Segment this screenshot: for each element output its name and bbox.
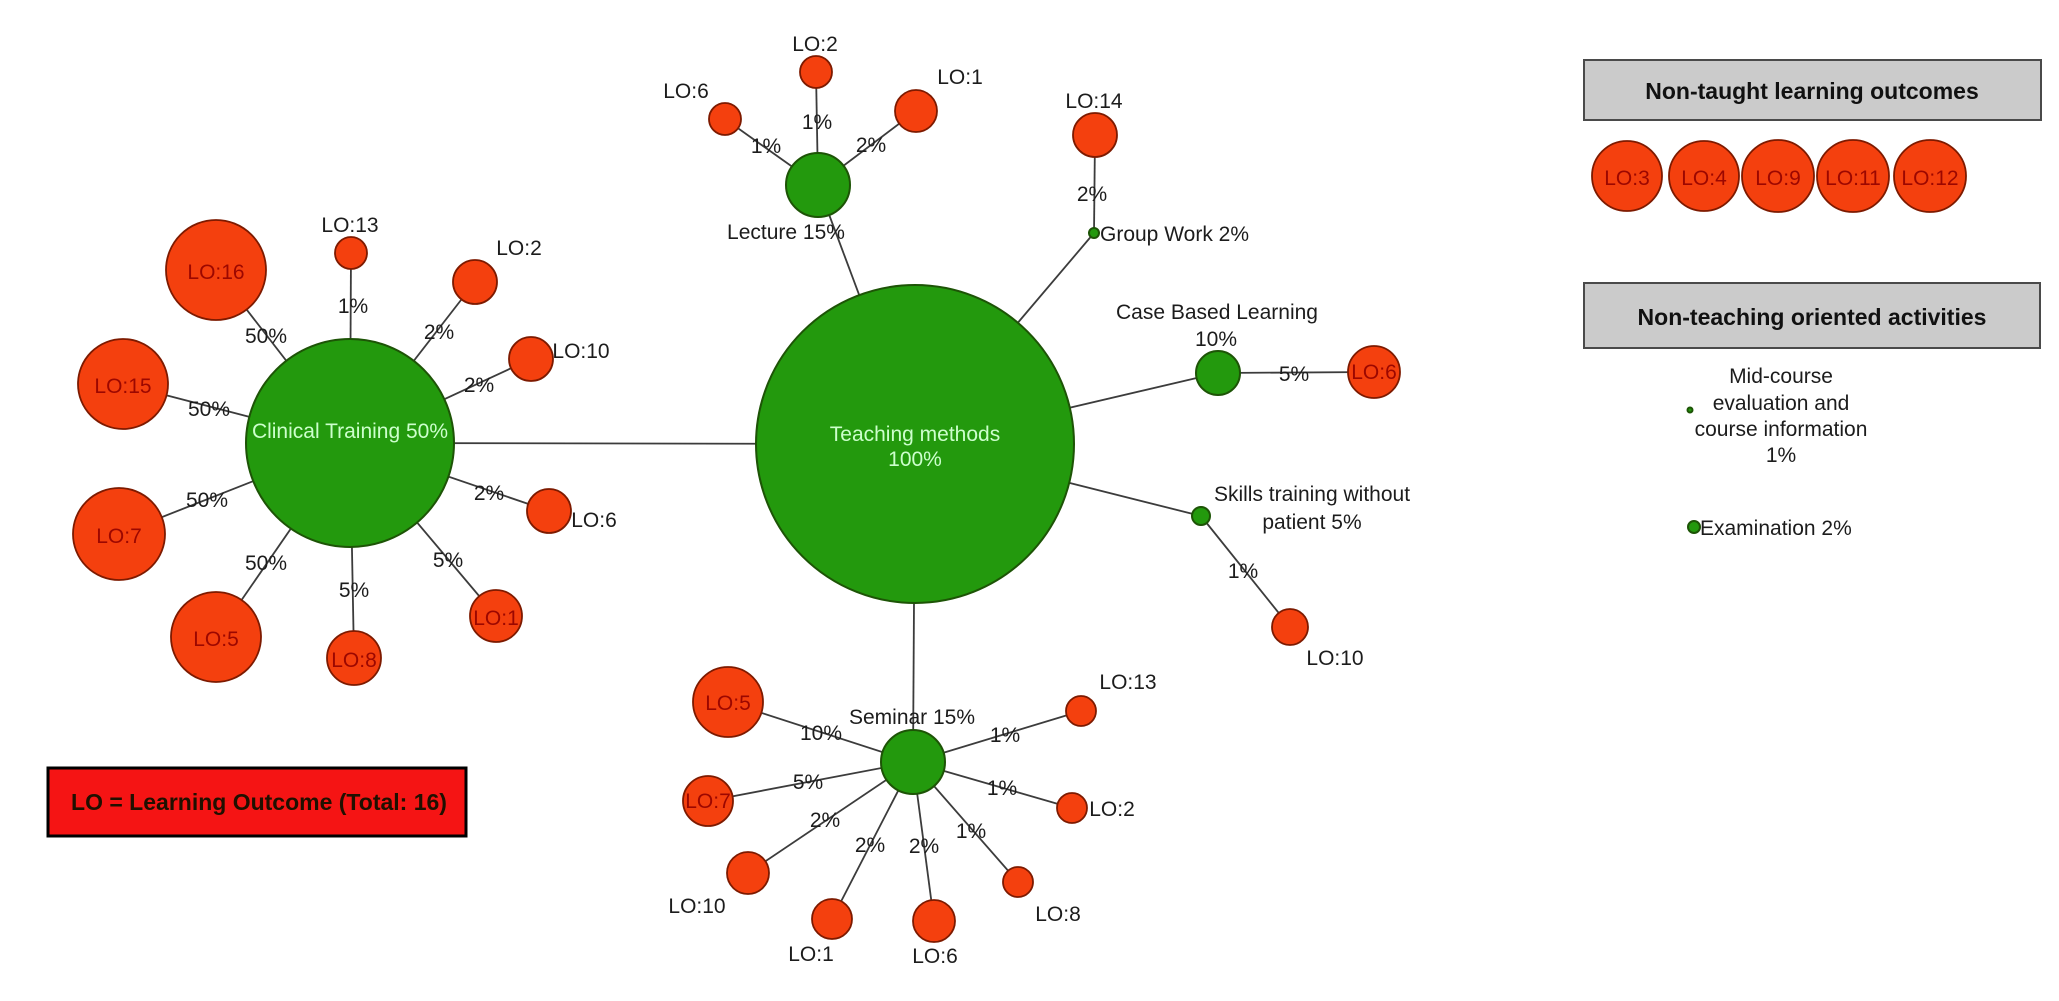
svg-text:2%: 2% bbox=[1077, 183, 1107, 206]
svg-text:LO:7: LO:7 bbox=[96, 525, 142, 548]
svg-text:10%: 10% bbox=[1195, 328, 1237, 351]
svg-text:1%: 1% bbox=[751, 135, 781, 158]
svg-text:Teaching methods: Teaching methods bbox=[830, 423, 1000, 446]
svg-text:LO:9: LO:9 bbox=[1755, 167, 1801, 190]
svg-text:Seminar 15%: Seminar 15% bbox=[849, 706, 975, 729]
svg-text:Case Based Learning: Case Based Learning bbox=[1116, 301, 1318, 324]
svg-text:Mid-course: Mid-course bbox=[1729, 365, 1833, 388]
svg-text:2%: 2% bbox=[856, 134, 886, 157]
svg-text:10%: 10% bbox=[800, 722, 842, 745]
svg-text:course information: course information bbox=[1695, 418, 1868, 441]
svg-text:LO:15: LO:15 bbox=[94, 375, 151, 398]
svg-text:LO:1: LO:1 bbox=[937, 66, 983, 89]
svg-text:1%: 1% bbox=[1766, 444, 1796, 467]
svg-text:2%: 2% bbox=[855, 834, 885, 857]
svg-text:2%: 2% bbox=[424, 321, 454, 344]
svg-text:patient 5%: patient 5% bbox=[1262, 511, 1361, 534]
svg-text:LO:5: LO:5 bbox=[705, 692, 751, 715]
svg-text:LO:2: LO:2 bbox=[792, 33, 838, 56]
svg-text:1%: 1% bbox=[802, 111, 832, 134]
svg-text:2%: 2% bbox=[909, 835, 939, 858]
svg-text:Skills training without: Skills training without bbox=[1214, 483, 1410, 506]
svg-text:LO:14: LO:14 bbox=[1065, 90, 1123, 113]
svg-text:LO:5: LO:5 bbox=[193, 628, 239, 651]
svg-text:LO:6: LO:6 bbox=[663, 80, 709, 103]
svg-text:LO:13: LO:13 bbox=[321, 214, 378, 237]
svg-text:1%: 1% bbox=[338, 295, 368, 318]
svg-text:LO:1: LO:1 bbox=[473, 607, 519, 630]
svg-text:LO:8: LO:8 bbox=[1035, 903, 1081, 926]
svg-text:LO:16: LO:16 bbox=[187, 261, 244, 284]
svg-text:1%: 1% bbox=[987, 777, 1017, 800]
svg-text:5%: 5% bbox=[339, 579, 369, 602]
svg-text:LO:7: LO:7 bbox=[685, 790, 731, 813]
svg-text:LO:1: LO:1 bbox=[788, 943, 834, 966]
svg-text:100%: 100% bbox=[888, 448, 942, 471]
svg-text:LO:10: LO:10 bbox=[552, 340, 609, 363]
svg-text:5%: 5% bbox=[433, 549, 463, 572]
svg-text:LO:4: LO:4 bbox=[1681, 167, 1727, 190]
svg-text:LO:13: LO:13 bbox=[1099, 671, 1156, 694]
svg-text:LO:8: LO:8 bbox=[331, 649, 377, 672]
svg-text:LO:3: LO:3 bbox=[1604, 167, 1650, 190]
svg-text:Examination 2%: Examination 2% bbox=[1700, 517, 1852, 540]
svg-text:1%: 1% bbox=[956, 820, 986, 843]
svg-text:50%: 50% bbox=[186, 489, 228, 512]
svg-text:50%: 50% bbox=[245, 325, 287, 348]
svg-text:2%: 2% bbox=[464, 374, 494, 397]
svg-text:50%: 50% bbox=[245, 552, 287, 575]
svg-text:2%: 2% bbox=[810, 809, 840, 832]
svg-text:2%: 2% bbox=[474, 482, 504, 505]
svg-text:evaluation and: evaluation and bbox=[1713, 392, 1850, 415]
svg-text:Non-taught learning outcomes: Non-taught learning outcomes bbox=[1645, 78, 1979, 104]
svg-text:50%: 50% bbox=[188, 398, 230, 421]
svg-text:1%: 1% bbox=[990, 724, 1020, 747]
svg-text:1%: 1% bbox=[1228, 560, 1258, 583]
svg-text:LO:6: LO:6 bbox=[1351, 361, 1397, 384]
svg-text:LO:10: LO:10 bbox=[1306, 647, 1363, 670]
svg-text:5%: 5% bbox=[793, 771, 823, 794]
svg-text:Clinical Training 50%: Clinical Training 50% bbox=[252, 420, 448, 443]
svg-text:LO:11: LO:11 bbox=[1825, 167, 1881, 190]
svg-text:LO:6: LO:6 bbox=[912, 945, 958, 968]
svg-text:LO = Learning Outcome (Total:: LO = Learning Outcome (Total: 16) bbox=[71, 789, 447, 815]
svg-text:5%: 5% bbox=[1279, 363, 1309, 386]
svg-text:Non-teaching oriented activiti: Non-teaching oriented activities bbox=[1638, 304, 1987, 330]
svg-text:Lecture 15%: Lecture 15% bbox=[727, 221, 845, 244]
svg-text:LO:10: LO:10 bbox=[668, 895, 725, 918]
svg-text:LO:2: LO:2 bbox=[496, 237, 542, 260]
svg-text:LO:6: LO:6 bbox=[571, 509, 617, 532]
svg-text:LO:12: LO:12 bbox=[1901, 167, 1958, 190]
svg-text:LO:2: LO:2 bbox=[1089, 798, 1135, 821]
svg-text:Group Work 2%: Group Work 2% bbox=[1100, 223, 1249, 246]
